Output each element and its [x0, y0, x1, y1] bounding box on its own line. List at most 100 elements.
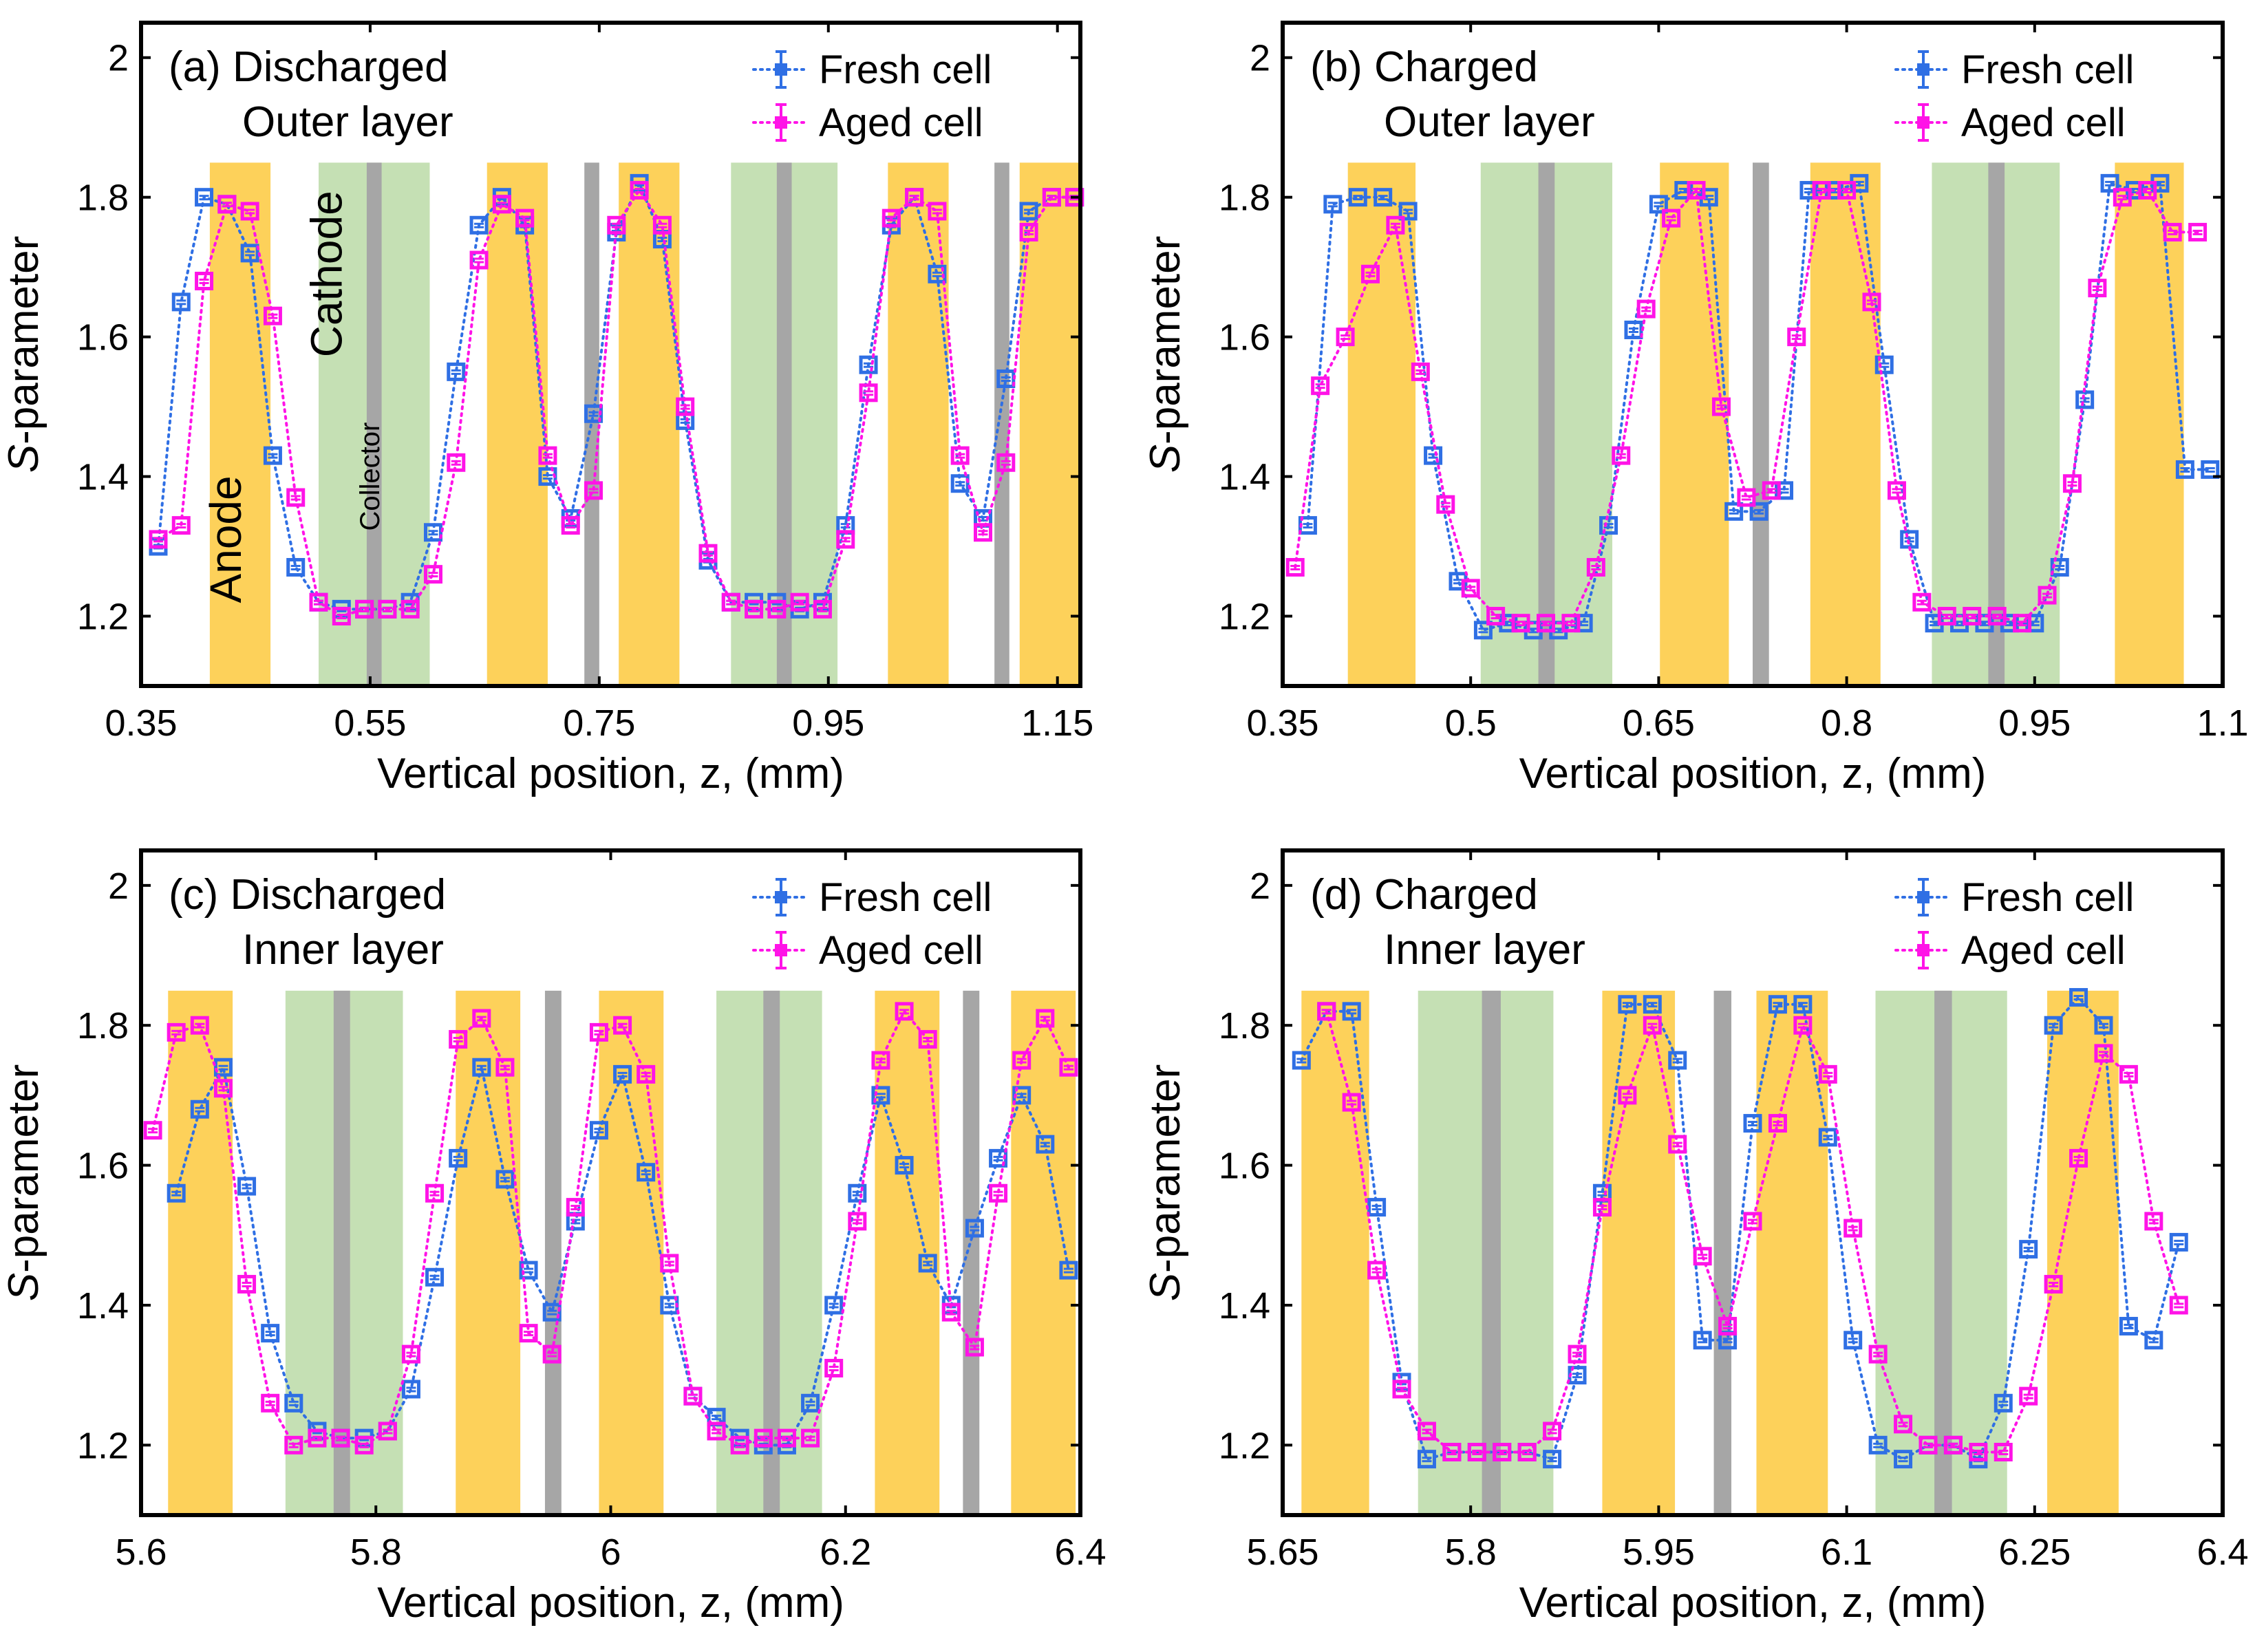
data-point-fresh: [1674, 181, 1693, 200]
y-tick-label: 1.8: [77, 178, 129, 219]
data-point-fresh: [2025, 614, 2044, 633]
y-tick-label: 1.2: [77, 1425, 129, 1466]
data-point-fresh: [2175, 460, 2194, 479]
legend-marker: [775, 63, 787, 76]
data-point-fresh: [950, 474, 970, 493]
collector-band: [763, 990, 780, 1515]
data-point-aged: [790, 592, 809, 612]
data-point-aged: [1367, 1261, 1387, 1280]
legend-label: Aged cell: [819, 100, 983, 145]
data-point-fresh: [284, 1393, 303, 1413]
data-point-aged: [1912, 592, 1932, 612]
anode-band: [1347, 162, 1416, 687]
data-point-aged: [332, 607, 351, 626]
data-point-aged: [149, 530, 168, 549]
data-point-fresh: [1417, 1450, 1436, 1469]
x-tick-label: 1.15: [1021, 702, 1093, 744]
data-point-aged: [1894, 1415, 1913, 1434]
data-point-aged: [1687, 181, 1706, 200]
data-point-fresh: [1775, 481, 1794, 500]
x-tick-label: 0.55: [334, 702, 406, 744]
legend-marker: [775, 116, 787, 129]
data-point-aged: [469, 250, 489, 270]
data-point-fresh: [801, 1393, 820, 1413]
data-point-aged: [965, 1338, 984, 1357]
y-tick-label: 1.4: [77, 457, 129, 498]
data-point-aged: [195, 271, 214, 290]
data-point-fresh: [237, 1177, 257, 1196]
data-point-aged: [928, 202, 947, 221]
data-point-fresh: [2069, 988, 2088, 1007]
data-point-aged: [561, 516, 580, 535]
data-point-aged: [698, 544, 718, 563]
data-point-aged: [240, 202, 259, 221]
data-point-aged: [1937, 607, 1956, 626]
data-point-aged: [2044, 1274, 2063, 1294]
data-point-aged: [1837, 181, 1857, 200]
data-point-aged: [286, 488, 306, 507]
data-point-aged: [801, 1428, 820, 1448]
anode-band: [209, 162, 271, 687]
data-point-fresh: [1059, 1261, 1078, 1280]
collector-band: [1482, 990, 1501, 1515]
data-point-aged: [449, 1030, 468, 1049]
legend-label: Fresh cell: [1961, 47, 2134, 92]
data-point-fresh: [1323, 195, 1343, 214]
data-point-aged: [492, 195, 511, 214]
panel-subtitle: Inner layer: [1384, 926, 1585, 974]
data-point-aged: [707, 1422, 726, 1441]
legend-marker: [1917, 944, 1930, 956]
y-axis-label-italic: S: [0, 444, 47, 473]
data-point-aged: [1311, 376, 1330, 396]
data-point-aged: [1317, 1002, 1336, 1021]
data-point-fresh: [859, 355, 878, 374]
data-point-aged: [652, 215, 672, 235]
y-tick-label: 1.8: [1219, 1005, 1270, 1047]
data-point-aged: [767, 599, 787, 619]
data-point-fresh: [195, 188, 214, 207]
y-tick-label: 1.2: [1219, 597, 1270, 638]
data-point-fresh: [447, 362, 466, 381]
data-point-fresh: [1649, 195, 1668, 214]
x-tick-label: 6.1: [1821, 1532, 1872, 1573]
anode-band: [487, 162, 548, 687]
panel-subtitle: Inner layer: [242, 926, 444, 974]
x-tick-label: 0.8: [1821, 702, 1872, 744]
data-point-aged: [261, 1393, 280, 1413]
y-tick-label: 2: [1250, 866, 1270, 907]
legend-label: Aged cell: [1961, 928, 2126, 973]
y-tick-label: 1.6: [77, 317, 129, 358]
data-point-fresh: [2100, 173, 2119, 193]
data-point-fresh: [1473, 621, 1493, 640]
data-point-aged: [2169, 1296, 2188, 1315]
legend-label: Fresh cell: [819, 47, 992, 92]
data-point-aged: [1737, 488, 1756, 507]
y-axis-label-rest: -parameter: [0, 236, 47, 444]
x-tick-label: 0.35: [1246, 702, 1318, 744]
x-tick-label: 0.65: [1623, 702, 1695, 744]
panel-title: (d) Charged: [1310, 871, 1538, 919]
data-point-aged: [1386, 215, 1405, 235]
collector-band: [1538, 162, 1555, 687]
anode-band: [619, 162, 680, 687]
data-point-fresh: [1019, 202, 1038, 221]
x-axis-label: Vertical position, z, (mm): [1519, 1579, 1987, 1627]
panel-b: 0.35 0.5 0.65 0.8 0.95 1.1 1.2 1.4 1.6 1.8 2 Vertic…: [1142, 21, 2249, 797]
data-point-aged: [1042, 188, 1061, 207]
series-line-aged: [151, 1009, 1070, 1447]
data-point-aged: [1793, 1016, 1813, 1035]
data-point-aged: [1762, 481, 1781, 500]
x-tick-label: 5.95: [1623, 1532, 1695, 1573]
collector-band: [994, 162, 1009, 687]
anode-band: [1602, 990, 1676, 1515]
data-point-aged: [309, 592, 328, 612]
data-point-aged: [1036, 1009, 1055, 1028]
data-point-aged: [613, 1016, 632, 1035]
y-tick-label: 2: [1250, 38, 1270, 79]
data-point-fresh: [519, 1261, 538, 1280]
axes-frame: [1281, 21, 2225, 688]
data-point-aged: [566, 1198, 585, 1217]
data-point-aged: [378, 599, 397, 619]
data-point-aged: [881, 208, 901, 228]
legend-label: Aged cell: [1961, 100, 2126, 145]
